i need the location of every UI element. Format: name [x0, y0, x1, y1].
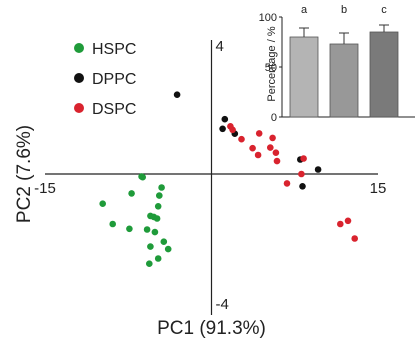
inset-bar-a: a — [289, 4, 319, 118]
point-hspc-14 — [151, 228, 159, 236]
point-hspc-13 — [143, 226, 151, 233]
legend-marker-dspc — [74, 103, 84, 113]
point-dspc-16 — [344, 217, 352, 225]
point-dppc-7 — [299, 183, 306, 190]
x-axis-label: PC1 (91.3%) — [157, 318, 266, 339]
point-hspc-19 — [146, 260, 153, 268]
point-dppc-1 — [173, 91, 181, 98]
point-dspc-9 — [272, 149, 280, 156]
point-hspc-15 — [160, 238, 168, 245]
point-hspc-3 — [154, 203, 162, 210]
point-dspc-5 — [269, 134, 276, 142]
y-axis-label: PC2 (7.6%) — [14, 125, 35, 223]
point-dspc-11 — [300, 155, 307, 162]
inset-y-axis-label: Percentage / % — [266, 26, 278, 101]
scatter-points — [99, 91, 359, 268]
inset-bar-label-b: b — [341, 4, 347, 16]
inset-bar-a-rect — [289, 36, 319, 118]
point-dspc-12 — [283, 180, 291, 187]
point-dspc-10 — [273, 157, 281, 165]
inset-bar-label-a: a — [301, 4, 308, 16]
point-hspc-4 — [156, 192, 163, 199]
inset-bar-b: b — [329, 4, 359, 118]
y-tick-label-min: -4 — [216, 296, 229, 313]
point-dspc-14 — [337, 220, 344, 228]
inset-tick-label-50: 50 — [265, 62, 277, 74]
inset-bar-b-rect — [329, 43, 359, 118]
inset-bar-c-rect — [369, 31, 399, 118]
legend-label-hspc: HSPC — [92, 41, 136, 58]
y-tick-label-max: 4 — [216, 38, 224, 55]
point-dspc-15 — [351, 235, 359, 242]
legend-marker-hspc — [74, 43, 84, 53]
point-dppc-2 — [221, 115, 229, 123]
point-dspc-8 — [254, 151, 262, 159]
inset-tick-label-100: 100 — [259, 12, 277, 24]
point-dppc-3 — [219, 125, 226, 133]
point-hspc-17 — [164, 245, 172, 253]
point-hspc-2 — [139, 173, 146, 181]
legend-label-dppc: DPPC — [92, 71, 136, 88]
inset-bar-c: c — [369, 4, 399, 118]
legend-label-dspc: DSPC — [92, 101, 136, 118]
inset-tick-label-0: 0 — [271, 112, 277, 124]
point-hspc-12 — [126, 225, 133, 233]
point-hspc-16 — [147, 243, 154, 250]
point-hspc-11 — [109, 220, 116, 228]
point-dspc-2 — [227, 123, 234, 130]
point-hspc-18 — [154, 255, 162, 262]
point-hspc-10 — [153, 215, 161, 222]
x-tick-label-min: -15 — [34, 180, 56, 197]
point-hspc-7 — [99, 200, 106, 207]
point-dspc-6 — [267, 144, 274, 151]
point-hspc-5 — [128, 190, 135, 197]
pca-scatter-plot: -15 15 4 -4 PC1 (91.3%) PC2 (7.6%) HSPC … — [14, 38, 386, 339]
point-dspc-13 — [298, 170, 305, 178]
point-dppc-6 — [314, 166, 322, 173]
point-hspc-6 — [158, 184, 165, 191]
point-dspc-4 — [255, 130, 263, 137]
inset-bar-label-c: c — [381, 4, 387, 16]
point-dspc-3 — [238, 135, 245, 143]
legend: HSPC DPPC DSPC — [74, 41, 136, 118]
inset-bar-chart: Percentage / % 0 50 100 a b c — [259, 4, 415, 124]
x-tick-label-max: 15 — [370, 180, 387, 197]
legend-marker-dppc — [74, 73, 84, 83]
inset-y-ticks: 0 50 100 — [259, 12, 282, 124]
point-dspc-7 — [249, 144, 256, 152]
